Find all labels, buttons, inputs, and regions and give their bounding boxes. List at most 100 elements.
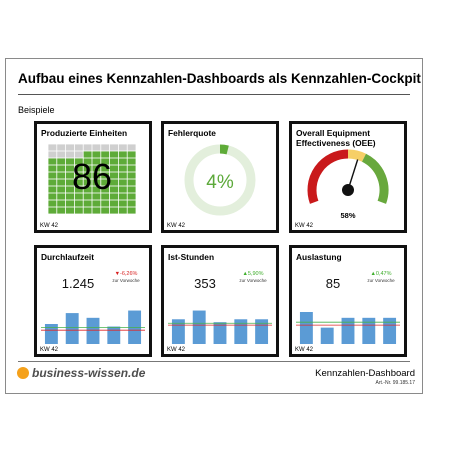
grid-cell xyxy=(83,165,92,172)
grid-cell xyxy=(57,172,66,179)
grid-cell xyxy=(101,207,110,214)
grid-cell xyxy=(74,151,83,158)
durchlaufzeit-bar-chart xyxy=(41,310,145,344)
grid-cell xyxy=(66,179,74,186)
grid-cell xyxy=(74,193,83,200)
grid-cell xyxy=(127,179,136,186)
grid-cell xyxy=(127,207,136,214)
bar xyxy=(65,313,79,344)
grid-cell xyxy=(83,172,92,179)
grid-cell xyxy=(83,179,92,186)
auslastung-bar-chart xyxy=(296,312,400,344)
grid-cell xyxy=(92,172,101,179)
grid-cell xyxy=(57,144,66,151)
kpi-value: 353 xyxy=(194,276,216,291)
grid-cell xyxy=(48,144,57,151)
grid-cell xyxy=(57,207,66,214)
card-fehlerquote: Fehlerquote 4% KW 42 xyxy=(161,121,279,233)
ist-stunden-bar-chart xyxy=(168,310,272,344)
delta-note: zur Vorwoche xyxy=(367,277,395,283)
footer-divider xyxy=(18,361,410,362)
grid-cell xyxy=(127,200,136,207)
grid-cell xyxy=(110,179,118,186)
card-ist-stunden: Ist-Stunden 353 ▲5,90% zur Vorwoche KW 4… xyxy=(161,245,279,357)
grid-cell xyxy=(110,200,118,207)
card-title: Fehlerquote xyxy=(168,128,216,138)
grid-cell xyxy=(48,200,57,207)
grid-cell xyxy=(101,158,110,165)
bar xyxy=(86,317,100,344)
brand-name: business-wissen.de xyxy=(32,366,146,380)
grid-cell xyxy=(101,186,110,193)
units-value: 86 xyxy=(71,156,113,197)
grid-cell xyxy=(101,179,110,186)
grid-cell xyxy=(92,193,101,200)
bar xyxy=(362,317,376,344)
grid-cell xyxy=(110,165,118,172)
gauge-red-zone xyxy=(307,149,349,204)
grid-cell xyxy=(48,165,57,172)
grid-cell xyxy=(101,193,110,200)
grid-cell xyxy=(57,165,66,172)
grid-cell xyxy=(110,172,118,179)
grid-cell xyxy=(92,151,101,158)
grid-cell xyxy=(83,193,92,200)
grid-cell xyxy=(57,200,66,207)
grid-cell xyxy=(74,172,83,179)
grid-cell xyxy=(110,151,118,158)
grid-cell xyxy=(101,200,110,207)
grid-cell xyxy=(57,179,66,186)
error-rate-value: 4% xyxy=(206,172,234,193)
grid-cell xyxy=(57,151,66,158)
grid-cell xyxy=(118,151,127,158)
grid-cell xyxy=(48,158,57,165)
delta-indicator: ▼-6,26% zur Vorwoche xyxy=(109,271,143,283)
dashboard-slide: Aufbau eines Kennzahlen-Dashboards als K… xyxy=(5,58,423,394)
delta-value: ▲0,47% xyxy=(370,271,392,277)
grid-cell xyxy=(127,144,136,151)
article-number: Art.-Nr. 99.185.17 xyxy=(375,380,415,386)
card-period: KW 42 xyxy=(167,223,186,229)
delta-indicator: ▲5,90% zur Vorwoche xyxy=(236,271,270,283)
card-durchlaufzeit: Durchlaufzeit 1.245 ▼-6,26% zur Vorwoche… xyxy=(34,245,152,357)
grid-cell xyxy=(74,207,83,214)
document-title: Kennzahlen-Dashboard xyxy=(315,368,415,379)
grid-cell xyxy=(118,165,127,172)
grid-cell xyxy=(83,200,92,207)
grid-cell xyxy=(118,172,127,179)
bar xyxy=(341,317,355,344)
donut-fill-arc xyxy=(219,144,229,155)
grid-cell xyxy=(66,151,74,158)
grid-cell xyxy=(127,186,136,193)
grid-cell xyxy=(92,186,101,193)
grid-cell xyxy=(101,165,110,172)
grid-cell xyxy=(66,158,74,165)
bar xyxy=(320,327,334,344)
grid-cell xyxy=(118,144,127,151)
grid-cell xyxy=(74,158,83,165)
card-title: Ist-Stunden xyxy=(168,252,215,262)
grid-cell xyxy=(66,193,74,200)
card-oee: Overall Equipment Effectiveness (OEE) 58… xyxy=(289,121,407,233)
bar xyxy=(107,326,121,344)
bar xyxy=(383,317,397,344)
grid-cell xyxy=(118,158,127,165)
delta-note: zur Vorwoche xyxy=(239,277,267,283)
grid-cell xyxy=(92,179,101,186)
grid-cell xyxy=(92,207,101,214)
grid-cell xyxy=(48,186,57,193)
unit-grid-chart xyxy=(48,144,136,214)
grid-cell xyxy=(66,165,74,172)
bar xyxy=(299,312,313,344)
grid-cell xyxy=(110,158,118,165)
grid-cell xyxy=(74,179,83,186)
grid-cell xyxy=(118,200,127,207)
grid-cell xyxy=(74,200,83,207)
grid-cell xyxy=(118,207,127,214)
bar xyxy=(192,310,206,344)
error-rate-donut xyxy=(184,144,256,216)
bar xyxy=(44,324,58,344)
grid-cell xyxy=(101,144,110,151)
grid-cell xyxy=(83,158,92,165)
grid-cell xyxy=(92,158,101,165)
